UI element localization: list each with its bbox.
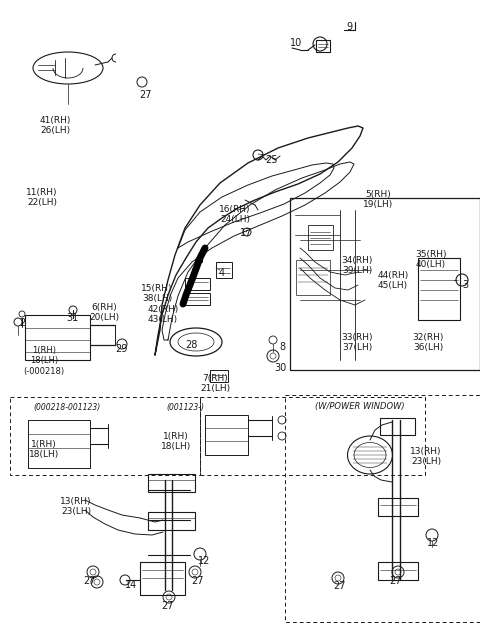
Text: (000218-001123): (000218-001123) <box>34 403 101 412</box>
Bar <box>10 397 200 475</box>
Bar <box>380 418 415 435</box>
Bar <box>316 40 330 52</box>
Text: 41(RH)
26(LH): 41(RH) 26(LH) <box>39 116 71 135</box>
Text: 13(RH)
23(LH): 13(RH) 23(LH) <box>60 497 92 517</box>
Bar <box>418 258 460 320</box>
Bar <box>290 198 480 370</box>
Text: 34(RH)
39(LH): 34(RH) 39(LH) <box>341 256 372 275</box>
Text: 10: 10 <box>290 38 302 48</box>
Text: 7(RH)
21(LH): 7(RH) 21(LH) <box>200 374 230 393</box>
Text: 42(RH)
43(LH): 42(RH) 43(LH) <box>147 305 179 324</box>
Bar <box>378 562 418 580</box>
Text: 27: 27 <box>334 581 346 591</box>
Text: 15(RH)
38(LH): 15(RH) 38(LH) <box>141 284 173 304</box>
Text: 5(RH)
19(LH): 5(RH) 19(LH) <box>363 190 393 209</box>
Text: 4: 4 <box>219 268 225 278</box>
Text: 8: 8 <box>279 342 285 352</box>
Bar <box>148 474 195 492</box>
Text: 27: 27 <box>389 576 401 586</box>
Bar <box>308 225 333 250</box>
Bar <box>296 260 330 295</box>
Text: 1(RH)
18(LH): 1(RH) 18(LH) <box>161 432 191 452</box>
Bar <box>200 397 425 475</box>
Bar <box>210 370 228 382</box>
Bar <box>285 395 480 622</box>
Text: 33(RH)
37(LH): 33(RH) 37(LH) <box>341 333 373 352</box>
Text: (W/POWER WINDOW): (W/POWER WINDOW) <box>315 402 405 411</box>
Text: 44(RH)
45(LH): 44(RH) 45(LH) <box>377 271 408 290</box>
Text: 16(RH)
24(LH): 16(RH) 24(LH) <box>219 205 251 224</box>
Bar <box>216 262 232 278</box>
Bar <box>378 498 418 516</box>
Text: 35(RH)
40(LH): 35(RH) 40(LH) <box>415 250 447 270</box>
Text: 1(RH)
18(LH): 1(RH) 18(LH) <box>29 440 59 459</box>
Text: 27: 27 <box>191 576 203 586</box>
Text: 12: 12 <box>427 538 439 548</box>
Text: 28: 28 <box>185 340 197 350</box>
Text: 27: 27 <box>139 90 151 100</box>
Text: 6(RH)
20(LH): 6(RH) 20(LH) <box>89 303 119 323</box>
Text: 1(RH)
18(LH)
(-000218): 1(RH) 18(LH) (-000218) <box>24 346 65 376</box>
Text: 14: 14 <box>125 580 137 590</box>
Text: (001123-): (001123-) <box>166 403 204 412</box>
Text: 30: 30 <box>274 363 286 373</box>
Bar <box>28 420 90 468</box>
Bar <box>140 562 185 595</box>
Text: 9: 9 <box>346 22 352 32</box>
Bar <box>185 278 210 290</box>
Text: 25: 25 <box>266 155 278 165</box>
Text: 13(RH)
23(LH): 13(RH) 23(LH) <box>410 447 442 466</box>
Text: 31: 31 <box>66 313 78 323</box>
Bar <box>185 293 210 305</box>
Text: 27: 27 <box>83 576 95 586</box>
Bar <box>25 315 90 360</box>
Text: 32(RH)
36(LH): 32(RH) 36(LH) <box>412 333 444 352</box>
Bar <box>205 415 248 455</box>
Text: 11(RH)
22(LH): 11(RH) 22(LH) <box>26 188 58 207</box>
Text: 3: 3 <box>462 280 468 290</box>
Text: 2: 2 <box>19 318 25 328</box>
Bar <box>148 512 195 530</box>
Text: 29: 29 <box>115 344 127 354</box>
Text: 12: 12 <box>198 556 210 566</box>
Text: 27: 27 <box>162 601 174 611</box>
Text: 17: 17 <box>240 228 252 238</box>
